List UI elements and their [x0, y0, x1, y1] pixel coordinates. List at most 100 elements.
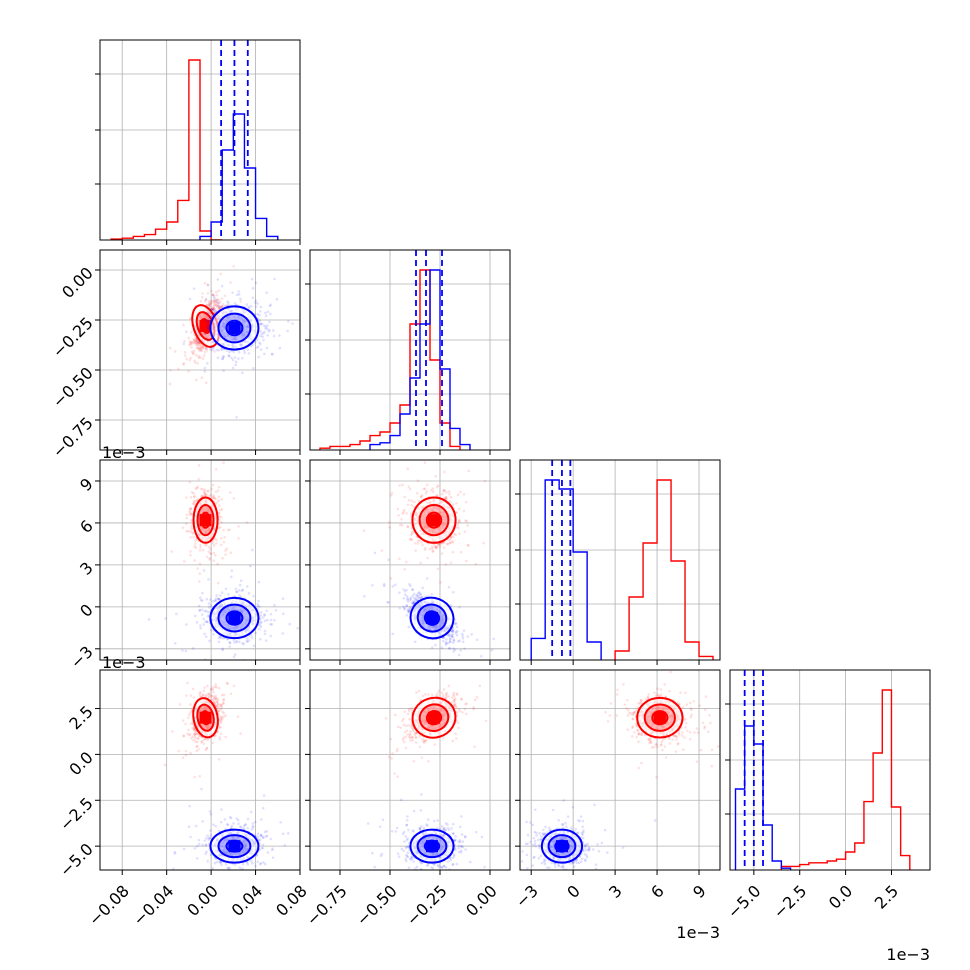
scatter-point: [454, 621, 458, 625]
scatter-point: [173, 850, 177, 854]
scatter-point: [251, 548, 254, 552]
scatter-point: [238, 583, 242, 587]
panel-frame: [99, 39, 301, 241]
scatter-point: [203, 609, 206, 613]
scatter-point: [195, 730, 198, 734]
scatter-point: [202, 689, 206, 692]
scatter-point: [193, 359, 196, 363]
scatter-point: [242, 879, 245, 882]
scatter-point: [409, 533, 413, 536]
scatter-point: [465, 519, 469, 523]
scatter-point: [197, 604, 201, 608]
scatter-point: [466, 524, 470, 527]
scatter-point: [220, 297, 224, 300]
scatter-point: [205, 303, 209, 307]
scatter-point: [190, 350, 194, 353]
scatter-point: [470, 633, 473, 636]
scatter-point: [197, 478, 200, 481]
scatter-point: [237, 350, 241, 354]
scatter-point: [232, 497, 236, 500]
histogram-red: [614, 479, 714, 660]
scatter-point: [264, 639, 268, 642]
scatter-point: [461, 640, 465, 644]
scatter-point: [185, 330, 188, 333]
scatter-point: [196, 485, 200, 489]
scatter-point: [169, 368, 172, 372]
scatter-point: [191, 531, 194, 534]
scatter-point: [209, 628, 213, 632]
scatter-point: [220, 516, 223, 519]
scatter-point: [187, 529, 190, 533]
scatter-point: [258, 310, 262, 313]
scatter-point: [211, 687, 215, 691]
scatter-point: [199, 348, 203, 352]
scatter-point: [216, 301, 220, 305]
scatter-point: [463, 530, 467, 533]
scatter-point: [261, 806, 265, 810]
scatter-point: [225, 681, 229, 685]
scatter-point: [457, 518, 461, 522]
scatter-point: [259, 833, 263, 837]
scatter-point: [214, 696, 218, 700]
scatter-point: [252, 367, 255, 370]
scatter-point: [208, 692, 211, 695]
scatter-point: [224, 549, 227, 552]
scatter-point: [420, 595, 423, 599]
scatter-point: [416, 539, 420, 543]
scatter-point: [431, 547, 434, 550]
scatter-point: [407, 611, 410, 614]
scatter-point: [238, 640, 241, 644]
scatter-point: [197, 344, 200, 347]
scatter-point: [184, 522, 188, 525]
scatter-point: [212, 544, 216, 547]
scatter-point: [415, 593, 419, 597]
scatter-point: [237, 293, 241, 296]
scatter-point: [197, 340, 201, 344]
scatter-point: [304, 325, 307, 328]
scatter-point: [448, 638, 452, 641]
density-peak: [199, 320, 212, 332]
scatter-point: [196, 740, 199, 744]
scatter-point: [464, 519, 467, 522]
scatter-point: [247, 305, 250, 309]
scatter-point: [451, 630, 455, 633]
density-peak: [199, 711, 212, 724]
scatter-point: [215, 300, 219, 303]
scatter-point: [224, 443, 227, 446]
scatter-point: [239, 732, 242, 735]
scatter-point: [435, 493, 439, 497]
scatter-point: [211, 697, 215, 701]
scatter-point: [281, 832, 285, 836]
scatter-point: [225, 670, 228, 673]
scatter-point: [256, 312, 260, 316]
scatter-point: [205, 597, 209, 601]
scatter-point: [260, 322, 264, 326]
scatter-point: [421, 586, 425, 590]
scatter-point: [455, 501, 458, 505]
scatter-point: [246, 585, 249, 588]
scatter-point: [212, 312, 215, 316]
scatter-point: [198, 734, 202, 738]
scatter-point: [202, 490, 206, 493]
scatter-point: [205, 746, 209, 750]
scatter-point: [415, 599, 418, 602]
scatter-point: [204, 635, 208, 638]
scatter-point: [455, 525, 459, 529]
scatter-point: [195, 621, 199, 624]
scatter-point: [219, 861, 222, 864]
scatter-point: [408, 583, 411, 586]
scatter-point: [181, 719, 185, 722]
scatter-point: [195, 745, 198, 749]
scatter-point: [410, 538, 413, 542]
scatter-point: [217, 597, 220, 601]
scatter-point: [192, 492, 196, 495]
scatter-point: [189, 496, 193, 499]
scatter-point: [222, 540, 226, 544]
scatter-point: [401, 512, 404, 515]
scatter-point: [423, 487, 427, 490]
scatter-point: [222, 711, 226, 715]
scatter-point: [245, 303, 249, 306]
scatter-point: [259, 625, 263, 629]
scatter-point: [266, 618, 269, 622]
scatter-point: [402, 510, 405, 514]
